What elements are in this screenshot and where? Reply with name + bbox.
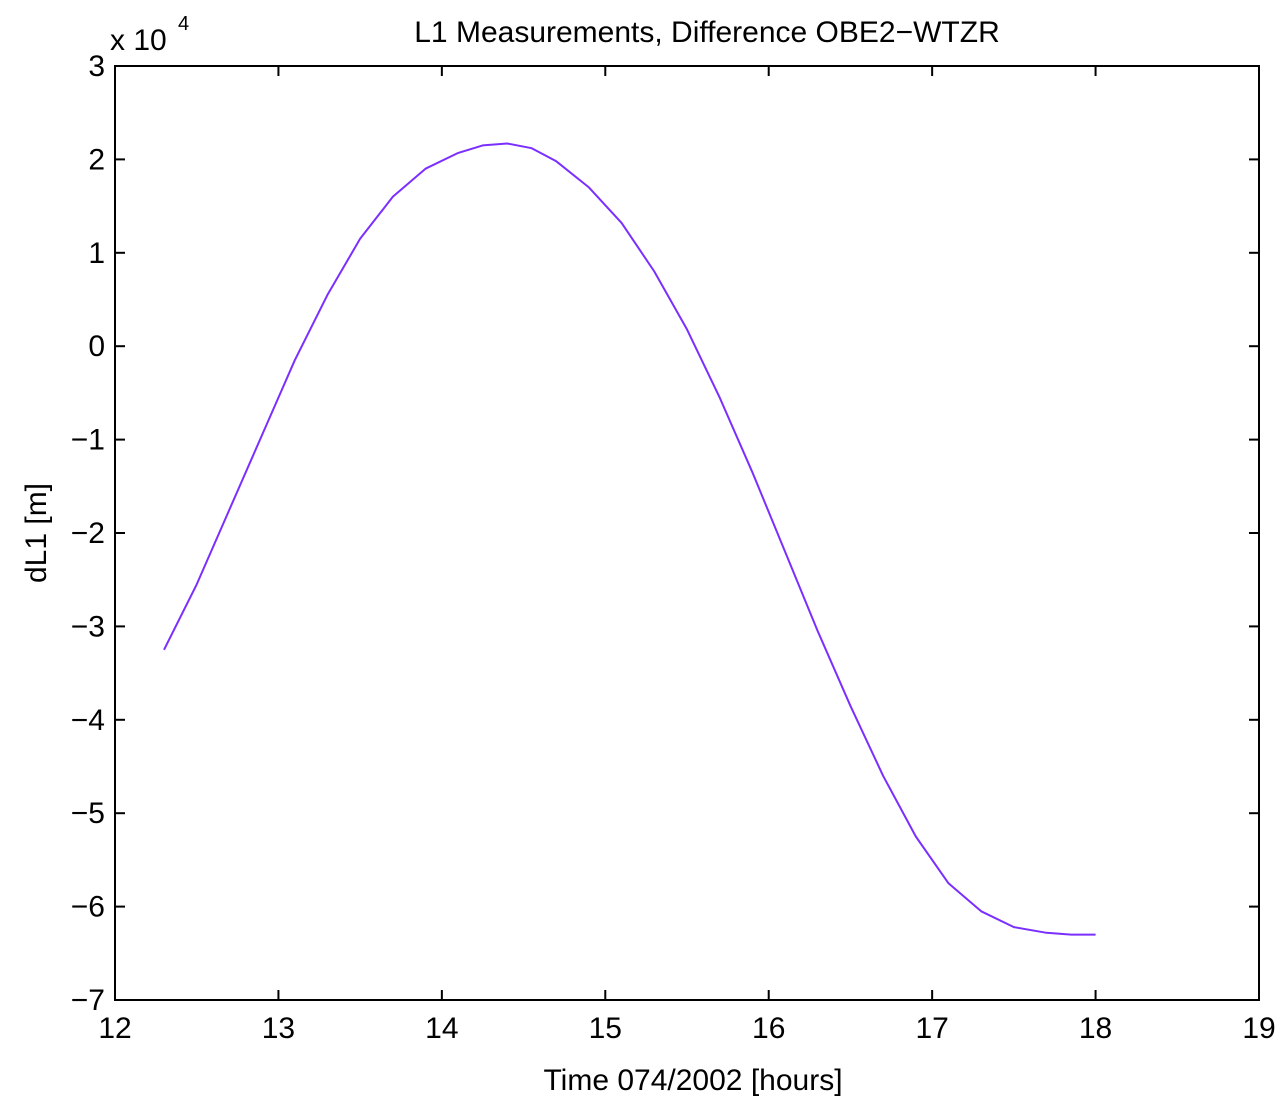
y-tick-label: 0 [88, 330, 105, 363]
y-scale-multiplier: x 10 [110, 24, 167, 57]
y-tick-label: 2 [88, 143, 105, 176]
y-tick-label: 1 [88, 237, 105, 270]
x-tick-label: 15 [589, 1012, 622, 1045]
x-tick-label: 17 [915, 1012, 948, 1045]
y-tick-label: −5 [71, 797, 105, 830]
y-tick-label: −7 [71, 984, 105, 1017]
x-tick-label: 18 [1079, 1012, 1112, 1045]
x-tick-label: 13 [262, 1012, 295, 1045]
x-tick-label: 14 [425, 1012, 458, 1045]
x-axis-ticks: 12 13 14 15 16 17 18 19 [98, 66, 1276, 1045]
y-tick-label: −2 [71, 517, 105, 550]
chart-title: L1 Measurements, Difference OBE2−WTZR [414, 16, 1000, 49]
series-line [163, 142, 1096, 936]
x-tick-label: 12 [98, 1012, 131, 1045]
series-layer [163, 142, 1096, 936]
y-axis-label: dL1 [m] [20, 483, 53, 583]
y-tick-label: −4 [71, 704, 105, 737]
y-tick-label: −1 [71, 424, 105, 457]
x-tick-label: 19 [1242, 1012, 1275, 1045]
x-tick-label: 16 [752, 1012, 785, 1045]
y-tick-label: −6 [71, 891, 105, 924]
y-tick-label: 3 [88, 50, 105, 83]
y-scale-exponent: 4 [178, 13, 189, 35]
x-axis-label: Time 074/2002 [hours] [543, 1064, 842, 1097]
y-tick-label: −3 [71, 610, 105, 643]
y-axis-ticks: 3 2 1 0 −1 −2 −3 −4 −5 −6 −7 [71, 50, 1259, 1017]
